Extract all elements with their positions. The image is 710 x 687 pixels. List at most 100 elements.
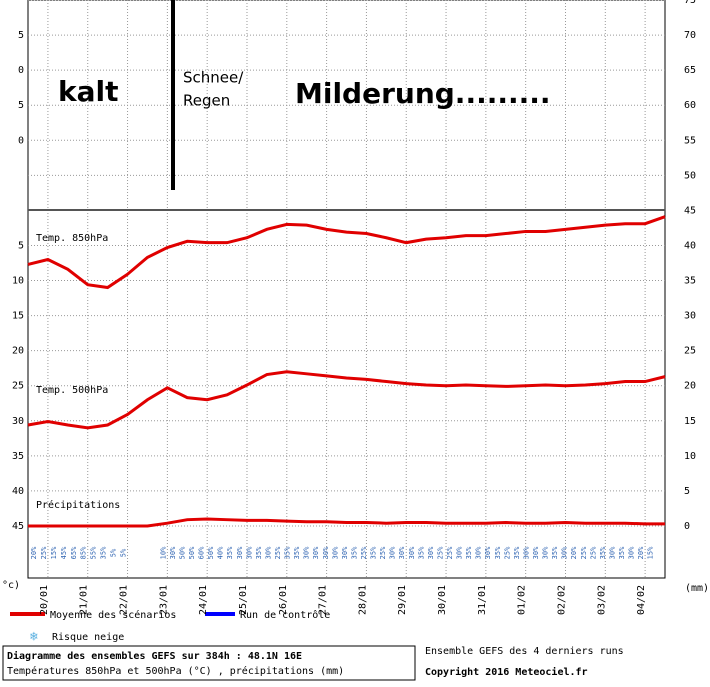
panel-label: Précipitations	[36, 499, 120, 511]
snow-risk: 50%	[178, 546, 186, 559]
annotation: Milderung.........	[295, 77, 551, 110]
snow-risk: 35%	[284, 546, 292, 559]
x-tick-label: 24/01	[198, 585, 209, 615]
snow-risk: 5%	[120, 548, 128, 557]
y-tick-label: 45	[12, 521, 24, 532]
x-tick-label: 25/01	[238, 585, 249, 615]
snow-risk: 30%	[542, 546, 550, 559]
series-line	[28, 517, 665, 528]
x-tick-label: 21/01	[79, 585, 90, 615]
series-line	[27, 215, 666, 290]
snow-risk: 30%	[484, 546, 492, 559]
snow-icon: ❄	[29, 630, 38, 645]
snow-risk: 65%	[70, 546, 78, 559]
snow-risk: 35%	[494, 546, 502, 559]
y-tick-label: 35	[12, 451, 24, 462]
y2-tick-label: 55	[684, 135, 696, 146]
snow-risk: 30%	[522, 546, 530, 559]
snow-risk: 30%	[456, 546, 464, 559]
legend-label: Moyenne des scénarios	[50, 609, 176, 621]
y-tick-label: 40	[12, 486, 24, 497]
panel-label: Temp. 850hPa	[36, 233, 108, 244]
footer-subtitle: Températures 850hPa et 500hPa (°C) , pré…	[7, 665, 344, 677]
y-tick-label: 20	[12, 346, 24, 357]
snow-risk: 30%	[398, 546, 406, 559]
legend-label: Run de contrôle	[240, 609, 330, 621]
snow-risk: 30%	[236, 546, 244, 559]
snow-risk: 25%	[274, 546, 282, 559]
snow-risk: 30%	[532, 546, 540, 559]
y2-tick-label: 60	[684, 100, 696, 111]
snow-risk: 35%	[465, 546, 473, 559]
snow-risk: 20%	[637, 546, 645, 559]
y2-tick-label: 0	[684, 521, 690, 532]
snow-risk: 30%	[608, 546, 616, 559]
x-tick-label: 29/01	[397, 585, 408, 615]
snow-risk: 85%	[80, 546, 88, 559]
source: Ensemble GEFS des 4 derniers runs	[425, 646, 624, 657]
snow-risk: 35%	[599, 546, 607, 559]
x-tick-label: 03/02	[596, 585, 607, 615]
snow-risk: 35%	[100, 546, 108, 559]
y2-unit: (mm)	[685, 583, 709, 594]
snow-risk: 60%	[198, 546, 206, 559]
copyright: Copyright 2016 Meteociel.fr	[425, 666, 588, 678]
y2-tick-label: 50	[684, 170, 696, 181]
snow-risk: 20%	[570, 546, 578, 559]
annotation: Regen	[183, 92, 230, 110]
y2-tick-label: 70	[684, 30, 696, 41]
annotation: Schnee/	[183, 69, 244, 87]
snow-risk: 30%	[561, 546, 569, 559]
snow-risk: 35%	[226, 546, 234, 559]
snow-risk: 10%	[159, 546, 167, 559]
y2-tick-label: 45	[684, 205, 696, 216]
y-tick-label: 5	[18, 30, 24, 41]
snow-risk: 25%	[503, 546, 511, 559]
snow-risk: 30%	[628, 546, 636, 559]
x-tick-label: 31/01	[477, 585, 488, 615]
snow-risk: 25%	[360, 546, 368, 559]
snow-risk: 30%	[303, 546, 311, 559]
snow-risk: 30%	[169, 546, 177, 559]
snow-risk: 30%	[408, 546, 416, 559]
snow-risk: 25%	[446, 546, 454, 559]
snow-risk: 25%	[40, 546, 48, 559]
snow-risk: 15%	[50, 546, 58, 559]
y-tick-label: 15	[12, 311, 24, 322]
y2-tick-label: 5	[684, 486, 690, 497]
annotation: kalt	[58, 75, 119, 108]
plot-frame	[27, 0, 666, 579]
snow-risk: 25%	[589, 546, 597, 559]
y2-tick-label: 65	[684, 65, 696, 76]
x-tick-label: 01/02	[517, 585, 528, 615]
y-tick-label: 10	[12, 276, 24, 287]
y-tick-label: 0	[18, 135, 24, 146]
y2-tick-label: 40	[684, 240, 696, 251]
snow-risk: 30%	[475, 546, 483, 559]
y-tick-label: 30	[12, 416, 24, 427]
snow-risk: 50%	[207, 546, 215, 559]
series-line	[27, 370, 666, 430]
snow-risk: 30%	[312, 546, 320, 559]
snow-risk: 35%	[370, 546, 378, 559]
snow-risk: 35%	[293, 546, 301, 559]
snow-risk: 35%	[551, 546, 559, 559]
snow-risk: 25%	[580, 546, 588, 559]
snow-risk: 30%	[389, 546, 397, 559]
x-tick-label: 04/02	[636, 585, 647, 615]
legend-label: Risque neige	[52, 632, 124, 643]
snow-risk: 50%	[188, 546, 196, 559]
snow-risk: 35%	[417, 546, 425, 559]
panel-label: Temp. 500hPa	[36, 385, 108, 396]
snow-risk: 35%	[350, 546, 358, 559]
y2-tick-label: 35	[684, 276, 696, 287]
footer-title: Diagramme des ensembles GEFS sur 384h : …	[7, 650, 302, 662]
y2-tick-label: 10	[684, 451, 696, 462]
y-tick-label: 25	[12, 381, 24, 392]
footer-box	[2, 645, 416, 681]
snow-risk: 45%	[60, 546, 68, 559]
snow-risk: 5%	[110, 548, 118, 557]
x-tick-label: 30/01	[437, 585, 448, 615]
snow-risk: 30%	[245, 546, 253, 559]
